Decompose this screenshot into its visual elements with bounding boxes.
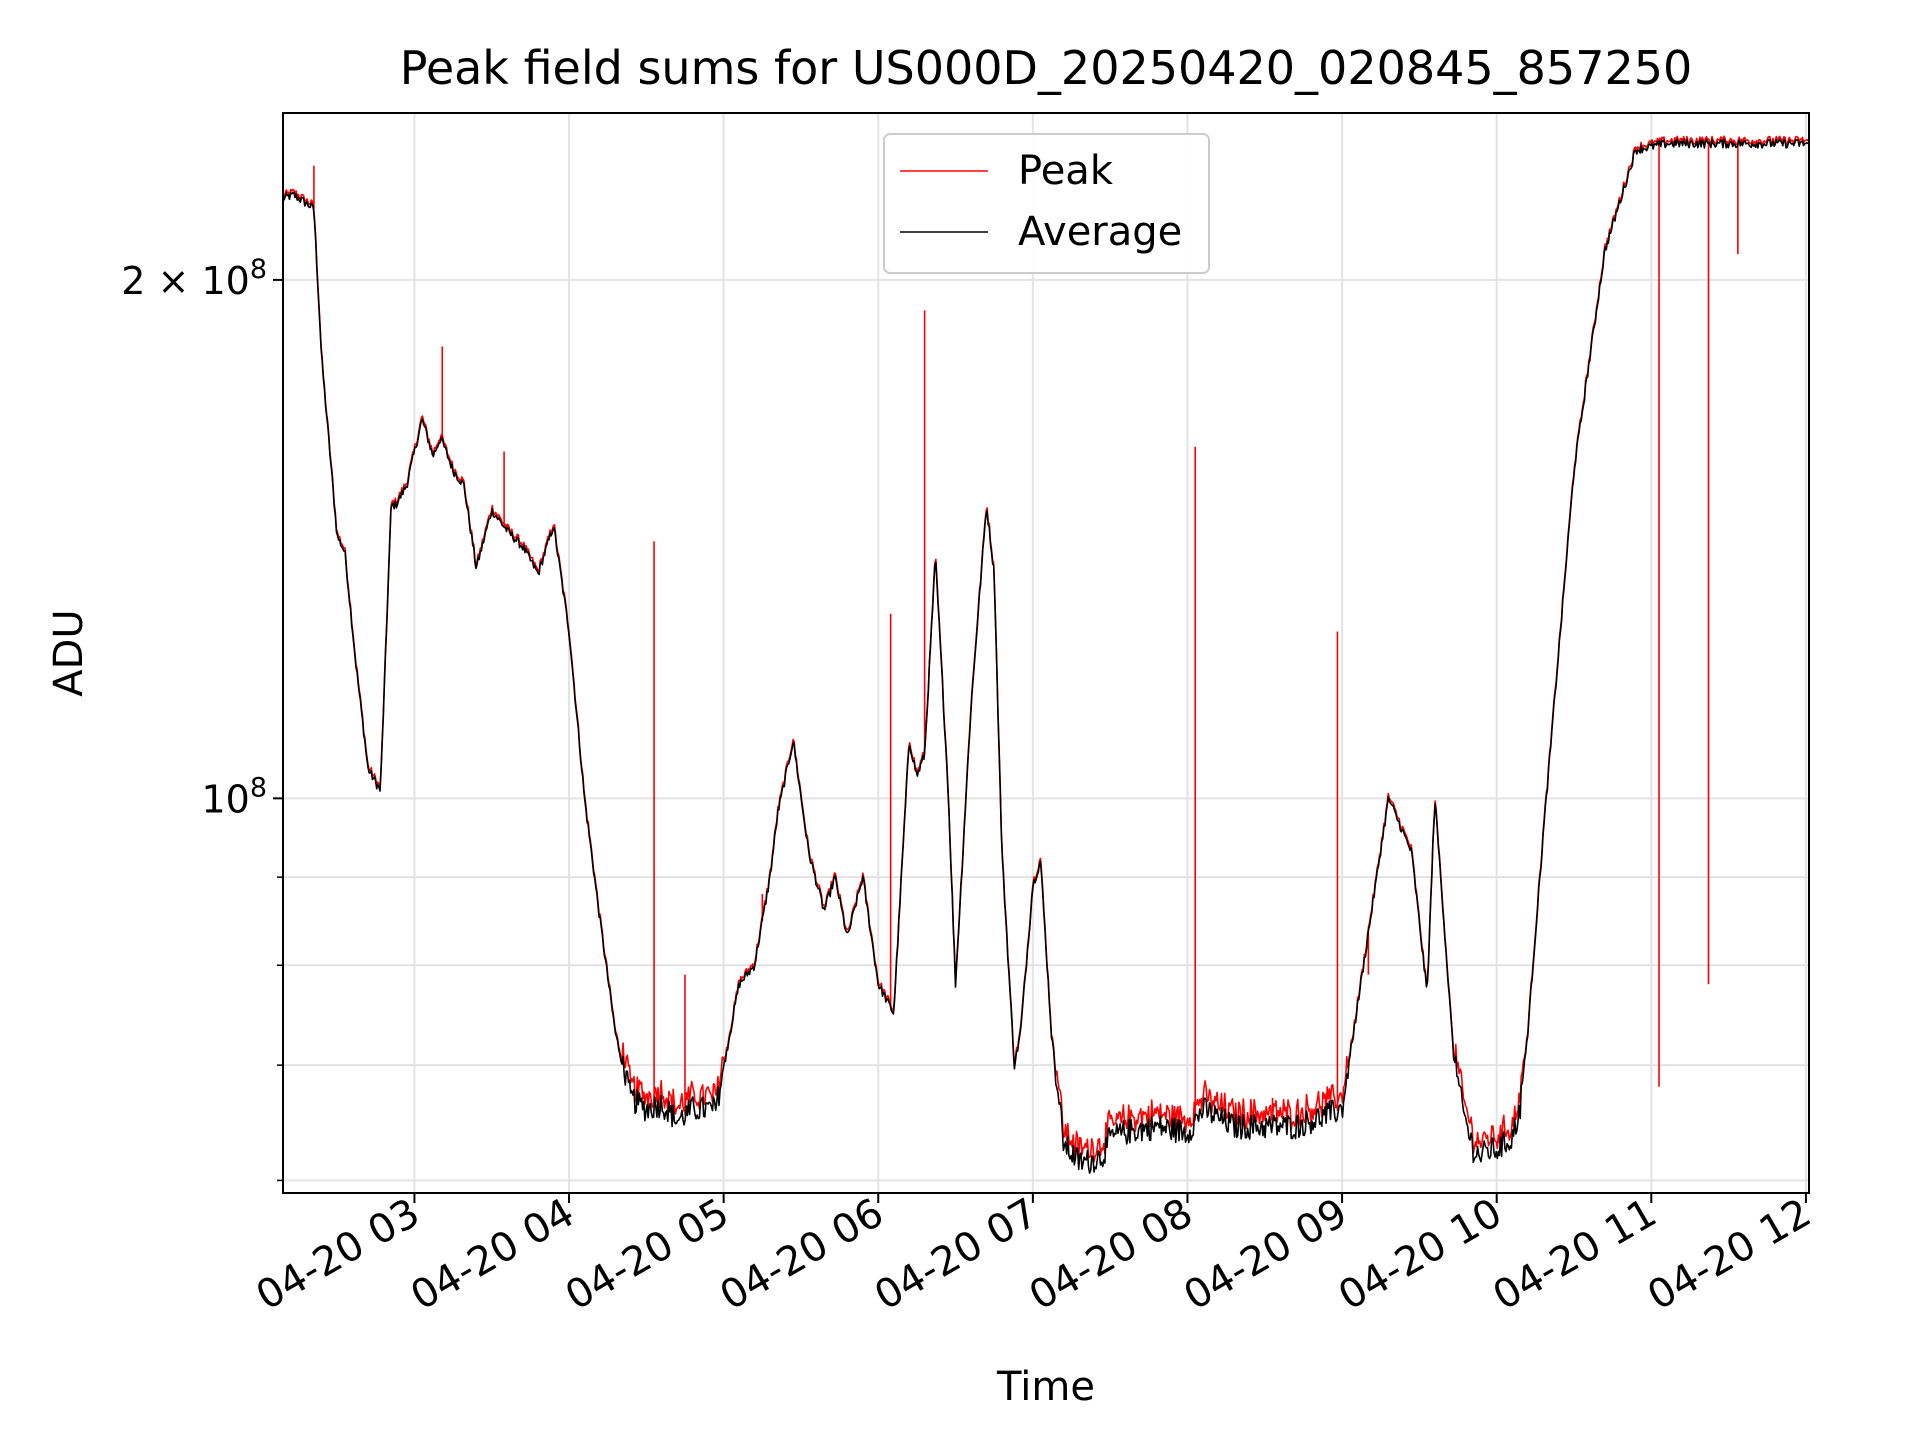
series-layer (282, 135, 1810, 1174)
average-series-line (282, 138, 1810, 1174)
x-tick-label: 04-20 10 (1331, 1190, 1510, 1320)
y-axis-label: ADU (46, 609, 92, 696)
y-tick-label: 2 × 108 (121, 254, 267, 303)
chart-title: Peak field sums for US000D_20250420_0208… (400, 41, 1693, 95)
x-tick-label: 04-20 04 (403, 1190, 582, 1320)
grid-lines (283, 113, 1809, 1193)
x-tick-label: 04-20 06 (712, 1190, 891, 1320)
x-tick-label: 04-20 03 (249, 1190, 428, 1320)
x-tick-label: 04-20 09 (1176, 1190, 1355, 1320)
legend: Peak Average (883, 133, 1210, 274)
x-axis-label: Time (996, 1364, 1095, 1410)
plot-frame (282, 112, 1810, 1194)
x-tick-label: 04-20 07 (867, 1190, 1046, 1320)
x-tick-label: 04-20 11 (1486, 1190, 1665, 1320)
x-tick-label: 04-20 12 (1640, 1190, 1819, 1320)
y-tick-label: 108 (201, 772, 267, 821)
peak-series-line (282, 135, 1810, 1163)
x-tick-label: 04-20 08 (1022, 1190, 1201, 1320)
legend-label-average: Average (1018, 209, 1182, 255)
legend-label-peak: Peak (1018, 148, 1114, 194)
legend-box (883, 133, 1210, 274)
y-axis: 108 2 × 108 (121, 254, 283, 1182)
x-tick-label: 04-20 05 (558, 1190, 737, 1320)
